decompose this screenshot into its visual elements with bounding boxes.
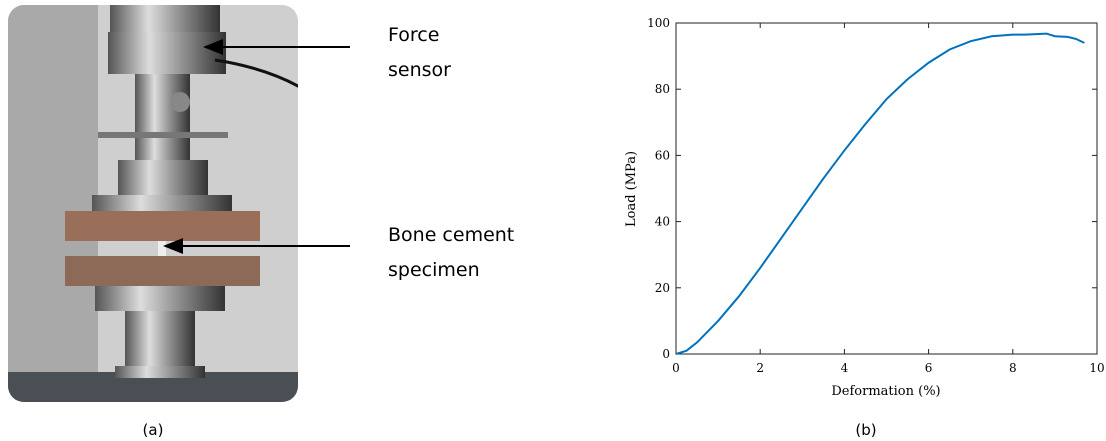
callout: sensor	[388, 59, 451, 81]
y-tick-label: 20	[655, 281, 670, 295]
data-line	[675, 32, 1085, 355]
x-tick-label: 6	[925, 361, 933, 375]
x-tick-label: 4	[841, 361, 849, 375]
x-tick-label: 10	[1089, 361, 1104, 375]
y-axis-label: Load (MPa)	[624, 151, 639, 227]
y-tick-label: 80	[655, 82, 670, 96]
plot-frame	[675, 22, 1098, 355]
photo	[8, 5, 298, 402]
caption: (a)	[143, 421, 164, 439]
x-tick-label: 2	[756, 361, 764, 375]
y-tick-label: 60	[655, 148, 670, 162]
x-tick-label: 8	[1009, 361, 1017, 375]
x-tick-label: 0	[672, 361, 680, 375]
x-axis-label: Deformation (%)	[831, 384, 940, 399]
callout: Force	[388, 24, 439, 46]
y-tick-label: 100	[647, 16, 670, 30]
callout: specimen	[388, 259, 480, 281]
y-tick-label: 40	[655, 215, 670, 229]
caption: (b)	[855, 421, 876, 439]
y-tick-label: 0	[662, 347, 670, 361]
callout: Bone cement	[388, 224, 514, 246]
